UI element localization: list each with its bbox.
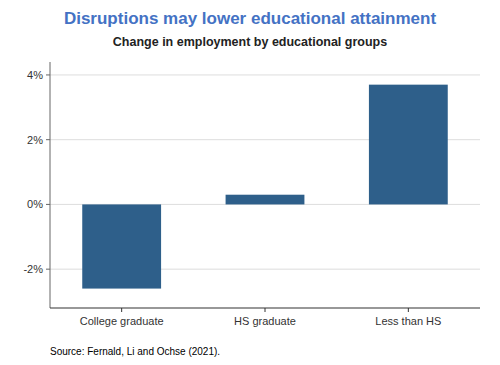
bars — [82, 85, 448, 289]
source-note: Source: Fernald, Li and Ochse (2021). — [50, 346, 220, 357]
y-tick-label: 2% — [27, 134, 43, 146]
chart-container: Disruptions may lower educational attain… — [0, 0, 500, 365]
y-axis-line — [50, 62, 51, 308]
title: Disruptions may lower educational attain… — [64, 9, 437, 28]
y-tick — [46, 139, 50, 140]
subtitle: Change in employment by educational grou… — [113, 35, 387, 49]
y-tick-label: -2% — [23, 263, 43, 275]
chart-svg: Disruptions may lower educational attain… — [0, 0, 500, 365]
bar — [82, 204, 161, 288]
x-tick — [265, 308, 266, 312]
x-tick-label: College graduate — [80, 315, 164, 327]
x-tick-label: HS graduate — [234, 315, 296, 327]
grid-line — [50, 74, 480, 75]
x-tick-label: Less than HS — [375, 315, 441, 327]
x-tick — [121, 308, 122, 312]
bar — [369, 85, 448, 205]
y-tick — [46, 74, 50, 75]
y-tick — [46, 204, 50, 205]
y-tick — [46, 269, 50, 270]
bar — [226, 195, 305, 205]
y-tick-label: 4% — [27, 69, 43, 81]
x-tick — [408, 308, 409, 312]
y-tick-label: 0% — [27, 198, 43, 210]
